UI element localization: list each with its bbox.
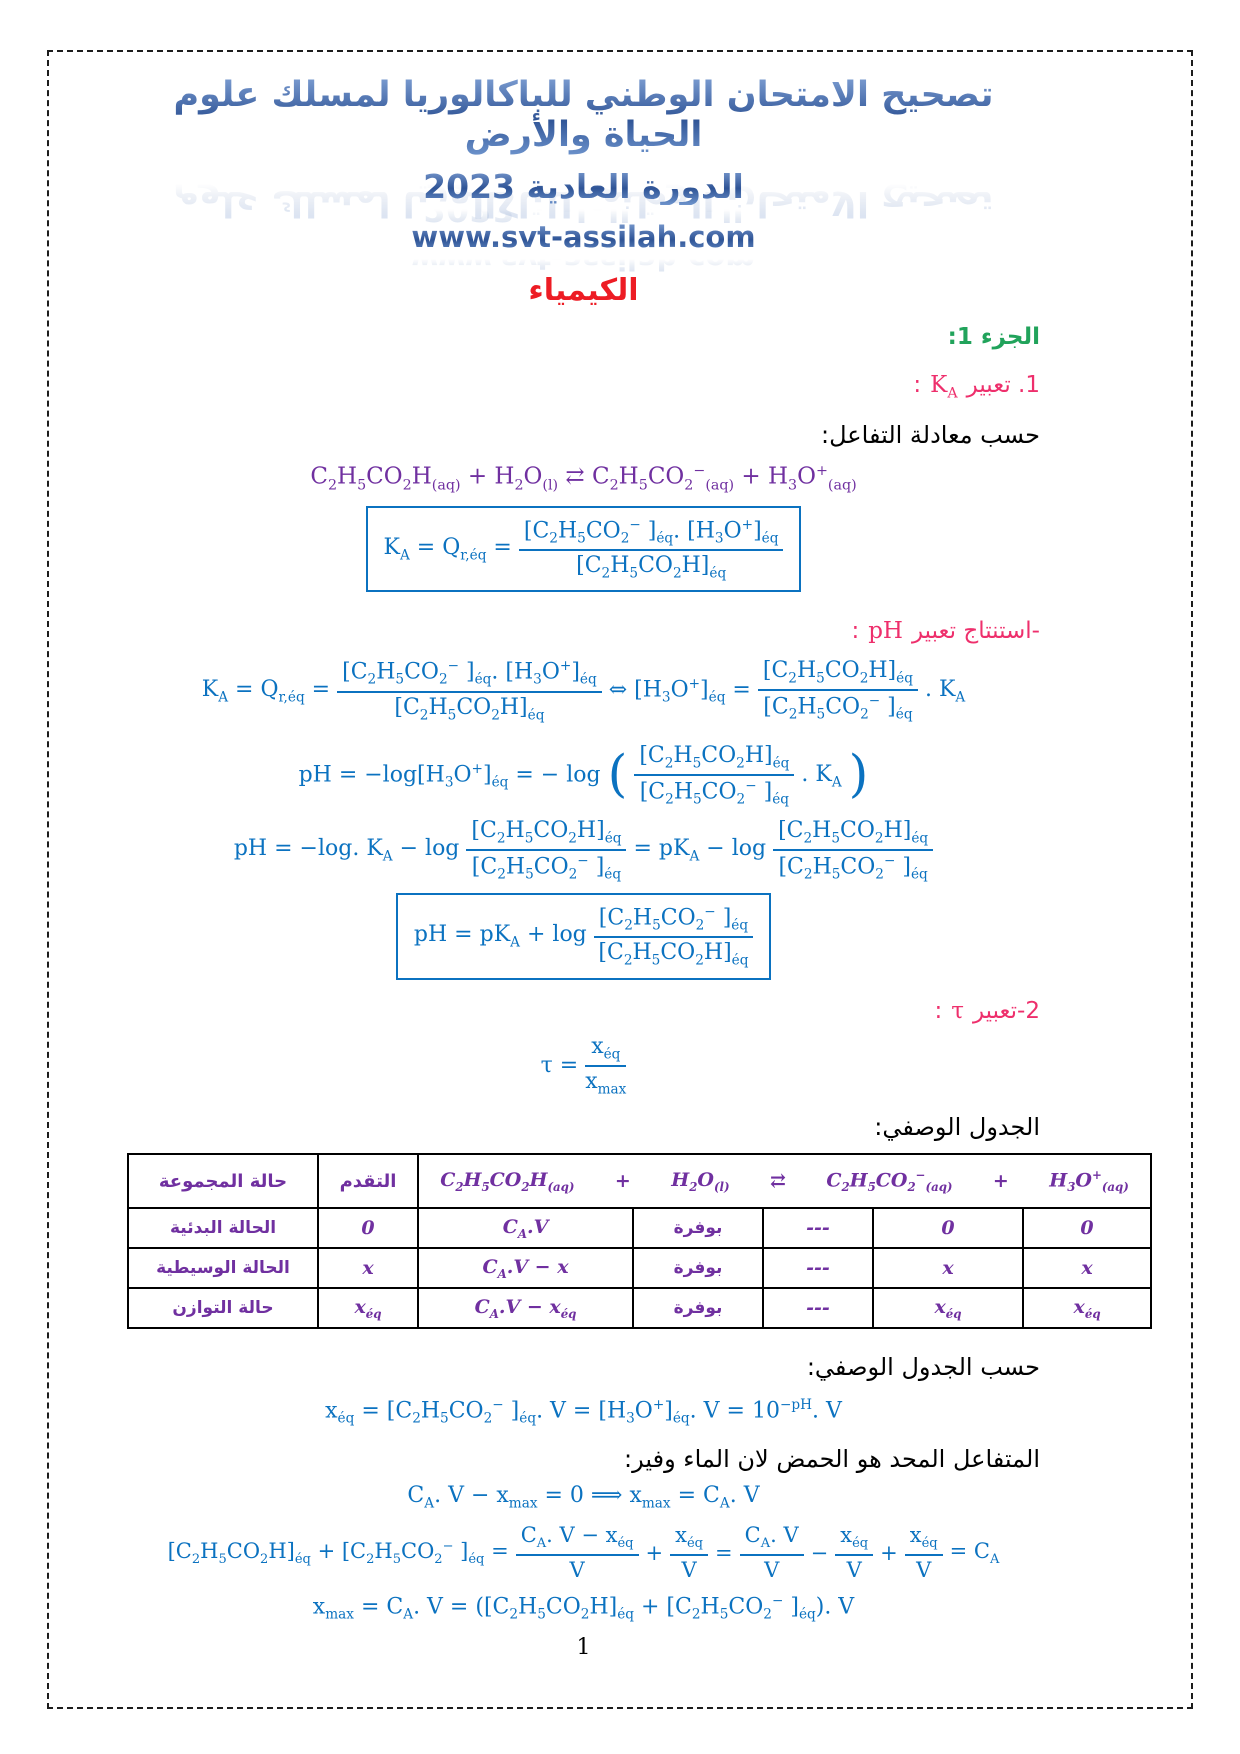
ph-derivation-heading: -استنتاج تعبير pH : xyxy=(127,618,1040,644)
website-link[interactable]: www.svt-assilah.com xyxy=(127,221,1040,255)
tau-heading: 2-تعبير τ : xyxy=(127,997,1041,1024)
tau-heading-text: 2-تعبير xyxy=(972,997,1040,1024)
ka-box-lhs: KA = Qr,éq = xyxy=(383,534,512,564)
reaction-intro-text: حسب معادلة التفاعل: xyxy=(821,421,1040,450)
q1-heading-colon: : xyxy=(913,371,922,398)
ph-pka-equation: pH = −log. KA − log [C2H5CO2H]éq [C2H5CO… xyxy=(127,818,1040,883)
table-row-equilibrium: حالة التوازن xéq CA.V − xéq بوفرة --- xé… xyxy=(127,1287,1153,1330)
xmax-equation: CA. V − xmax = 0 ⟹ xmax = CA. V xyxy=(407,1482,760,1512)
document-session-subtitle: الدورة العادية 2023 xyxy=(127,167,1040,206)
table-row-intermediate: الحالة الوسيطية x CA.V − x بوفرة --- x x xyxy=(127,1247,1153,1290)
q1-heading: 1. تعبير KA : xyxy=(127,372,1040,402)
table-header-equation: C2H5CO2H(aq) + H2O(l) ⇄ C2H5CO2−(aq) + H… xyxy=(416,1153,1153,1210)
page-number: 1 xyxy=(576,1635,591,1661)
ka-formula-box-wrapper: KA = Qr,éq = [C2H5CO2− ]éq. [H3O+]éq [C2… xyxy=(127,505,1040,593)
advancement-table: حالة المجموعة التقدم C2H5CO2H(aq) + H2O(… xyxy=(127,1153,1153,1330)
tau-formula: τ = xéq xmax xyxy=(540,1033,627,1097)
q1-heading-text: 1. تعبير xyxy=(966,371,1040,398)
xeq-formula: xéq = [C2H5CO2− ]éq. V = [H3O+]éq. V = 1… xyxy=(325,1397,842,1427)
concentration-sum-equation: [C2H5CO2H]éq + [C2H5CO2− ]éq = CA. V − x… xyxy=(167,1523,1000,1583)
ph-heading-text: -استنتاج تعبير xyxy=(911,618,1040,645)
limiting-reagent-text: المتفاعل المحد هو الحمض لان الماء وفير: xyxy=(624,1444,1040,1473)
tau-symbol: τ xyxy=(951,997,964,1024)
ph-heading-colon: : xyxy=(851,618,860,645)
ka-formula-box: KA = Qr,éq = [C2H5CO2− ]éq. [H3O+]éq [C2… xyxy=(365,505,802,593)
table-intro-text: حسب الجدول الوصفي: xyxy=(806,1353,1040,1382)
table-row-initial: الحالة البدئية 0 CA.V بوفرة --- 0 0 xyxy=(127,1207,1153,1250)
ph-log-equation: pH = −log[H3O+]éq = − log ( [C2H5CO2H]éq… xyxy=(298,743,869,808)
part1-heading: الجزء 1: xyxy=(947,323,1040,350)
equilibrium-arrows-icon: ⇄ xyxy=(769,1170,786,1193)
table-header-state: حالة المجموعة xyxy=(127,1153,319,1210)
ph-final-box: pH = pKA + log [C2H5CO2− ]éq [C2H5CO2H]é… xyxy=(395,892,772,980)
document-title: تصحيح الامتحان الوطني للباكالوريا لمسلك … xyxy=(127,75,1040,156)
ka-symbol: KA xyxy=(930,371,958,402)
ph-symbol: pH xyxy=(868,618,903,645)
ka-qr-equivalence-equation: KA = Qr,éq = [C2H5CO2− ]éq. [H3O+]éq [C2… xyxy=(201,658,966,723)
table-header-advance: التقدم xyxy=(317,1153,419,1210)
xmax-final-equation: xmax = CA. V = ([C2H5CO2H]éq + [C2H5CO2−… xyxy=(312,1593,855,1624)
tau-heading-colon: : xyxy=(934,997,943,1024)
reaction-equation: C2H5CO2H(aq) + H2O(l) ⇄ C2H5CO2−(aq) + H… xyxy=(310,463,857,494)
ph-final-box-wrapper: pH = pKA + log [C2H5CO2− ]éq [C2H5CO2H]é… xyxy=(127,892,1040,980)
subject-title: الكيمياء xyxy=(528,272,639,308)
ka-box-fraction: [C2H5CO2− ]éq. [H3O+]éq [C2H5CO2H]éq xyxy=(518,517,784,582)
table-heading: الجدول الوصفي: xyxy=(874,1113,1040,1142)
